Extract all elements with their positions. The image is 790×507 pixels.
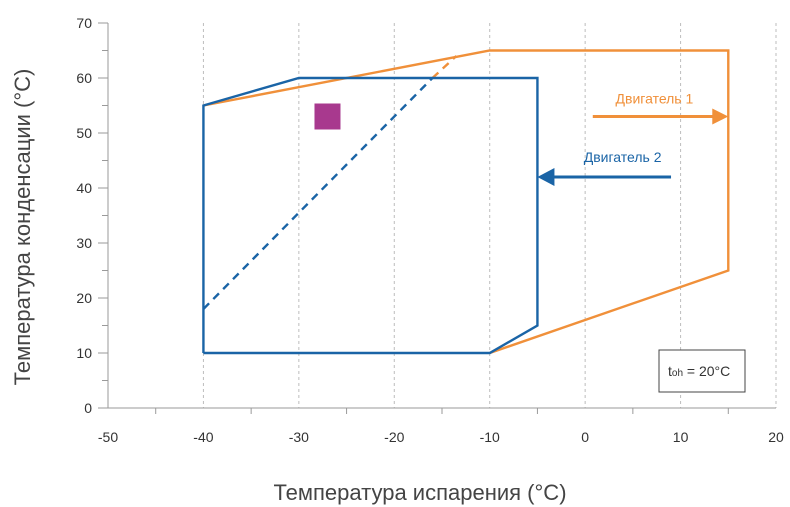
y-tick-label: 20 [76,290,92,306]
series-1-dashed [431,55,458,79]
series-1-envelope [203,49,730,355]
x-axis-ticks: -50 -40 -30 -20 -10 0 10 20 [98,408,784,445]
plot-area: Двигатель 1 Двигатель 2 toh = 20°C [202,49,746,393]
series-2-dashed [202,77,434,310]
y-axis-ticks: 0 10 20 30 40 50 60 70 [76,15,108,416]
point-marker [314,103,341,130]
series-2-label: Двигатель 2 [584,149,662,165]
y-tick-label: 0 [84,400,92,416]
x-tick-label: 0 [581,429,589,445]
y-tick-label: 70 [76,15,92,31]
x-tick-label: -30 [289,429,309,445]
x-tick-label: 20 [768,429,784,445]
x-tick-label: -50 [98,429,118,445]
x-axis-title: Температура испарения (°C) [273,480,566,505]
y-tick-label: 40 [76,180,92,196]
x-tick-label: -10 [480,429,500,445]
series-2-arrowhead [537,168,555,186]
y-tick-label: 30 [76,235,92,251]
series-2-envelope [202,76,539,355]
grid-lines [202,23,777,408]
annotation-text: toh = 20°C [668,363,730,379]
x-tick-label: -20 [384,429,404,445]
y-tick-label: 50 [76,125,92,141]
annotation-box [658,349,746,393]
y-tick-label: 60 [76,70,92,86]
series-1-arrowhead [712,108,729,125]
y-axis-title: Температура конденсации (°C) [10,69,35,386]
x-tick-label: -40 [193,429,213,445]
series-1-label: Двигатель 1 [616,91,694,107]
x-tick-label: 10 [673,429,689,445]
y-tick-label: 10 [76,345,92,361]
